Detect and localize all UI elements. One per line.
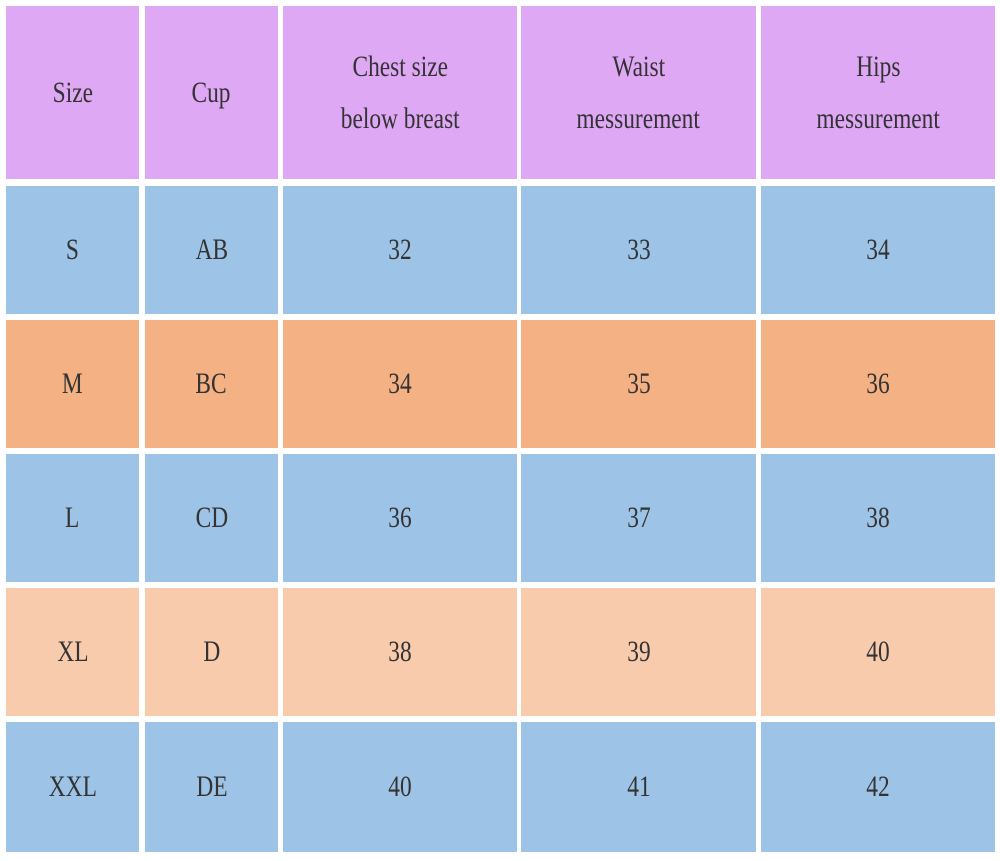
table-cell: BC <box>145 320 278 448</box>
table-cell: 38 <box>283 588 517 716</box>
header-text: Hips <box>855 49 901 83</box>
header-text: Size <box>52 75 93 109</box>
header-cell: Hips messurement <box>761 6 995 179</box>
header-text: Chest size <box>352 49 448 83</box>
cell-text: DE <box>195 770 228 803</box>
cell-text: D <box>203 635 220 668</box>
table-cell: 33 <box>521 186 756 314</box>
table-cell: 32 <box>283 186 517 314</box>
table-cell: 40 <box>283 722 517 852</box>
table-cell: DE <box>145 722 278 852</box>
cell-text: 33 <box>626 233 651 266</box>
cell-text: AB <box>195 233 228 266</box>
table-cell: 37 <box>521 454 756 582</box>
header-text: Cup <box>191 75 231 109</box>
cell-text: 32 <box>388 233 412 266</box>
cell-text: 36 <box>866 367 890 400</box>
cell-text: 38 <box>866 501 890 534</box>
table-cell: AB <box>145 186 278 314</box>
cell-text: L <box>65 501 80 534</box>
table-cell: D <box>145 588 278 716</box>
header-cell: Size <box>6 6 139 179</box>
header-text: messurement <box>816 101 940 135</box>
cell-text: M <box>62 367 83 400</box>
table-cell: 36 <box>283 454 517 582</box>
table-cell: 39 <box>521 588 756 716</box>
table-cell: 36 <box>761 320 995 448</box>
header-text: Waist <box>612 49 665 83</box>
cell-text: S <box>65 233 80 266</box>
table-cell: L <box>6 454 139 582</box>
table-cell: 41 <box>521 722 756 852</box>
cell-text: XL <box>56 635 89 668</box>
table-cell: M <box>6 320 139 448</box>
cell-text: 42 <box>866 770 890 803</box>
header-text: below breast <box>340 101 460 135</box>
table-cell: 34 <box>761 186 995 314</box>
cell-text: BC <box>195 367 228 400</box>
cell-text: XXL <box>48 770 97 803</box>
table-cell: 35 <box>521 320 756 448</box>
cell-text: 40 <box>866 635 890 668</box>
table-cell: 38 <box>761 454 995 582</box>
header-cell: Waist messurement <box>521 6 756 179</box>
table-cell: 34 <box>283 320 517 448</box>
cell-text: 34 <box>866 233 890 266</box>
header-cell: Chest size below breast <box>283 6 517 179</box>
cell-text: 34 <box>388 367 412 400</box>
cell-text: 36 <box>388 501 412 534</box>
cell-text: 35 <box>626 367 651 400</box>
table-cell: XL <box>6 588 139 716</box>
header-cell: Cup <box>145 6 278 179</box>
cell-text: 37 <box>626 501 651 534</box>
table-cell: 40 <box>761 588 995 716</box>
cell-text: CD <box>195 501 228 534</box>
cell-text: 41 <box>626 770 651 803</box>
table-cell: XXL <box>6 722 139 852</box>
table-cell: 42 <box>761 722 995 852</box>
table-cell: CD <box>145 454 278 582</box>
cell-text: 39 <box>626 635 651 668</box>
table-cell: S <box>6 186 139 314</box>
cell-text: 40 <box>388 770 412 803</box>
cell-text: 38 <box>388 635 412 668</box>
header-text: messurement <box>576 101 701 135</box>
